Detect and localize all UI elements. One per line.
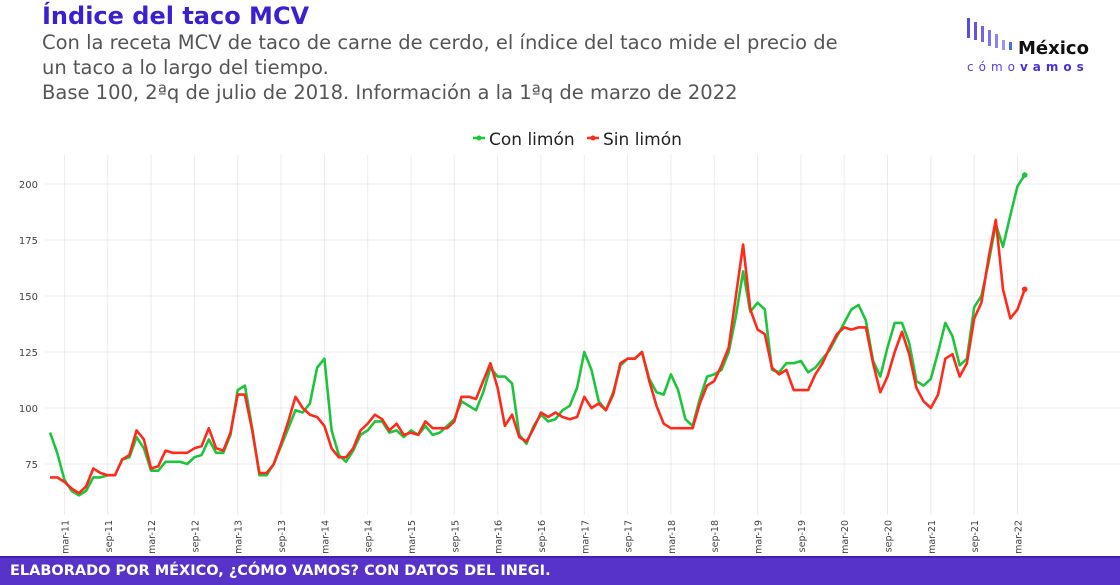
series-lines (48, 172, 1028, 497)
x-tick-label: sep-15 (450, 520, 461, 552)
x-tick-label: mar-22 (1013, 520, 1024, 554)
legend-label-sin-limon[interactable]: Sin limón (603, 130, 682, 150)
legend-label-con-limon[interactable]: Con limón (489, 130, 575, 150)
x-tick-label: mar-18 (667, 520, 678, 554)
x-tick-label: sep-21 (970, 520, 981, 552)
logo-bar-icon (995, 34, 998, 48)
logo-bar-icon (981, 26, 984, 42)
logo-bar-icon (1009, 42, 1012, 50)
logo-text-como: cómo (967, 60, 1020, 74)
logo-text-mexico: México (1018, 38, 1089, 59)
grid (44, 155, 1120, 515)
series-end-point[interactable] (1021, 286, 1028, 293)
x-tick-label: mar-17 (580, 520, 591, 554)
x-tick-label: sep-16 (537, 520, 548, 552)
logo-bar-icon (988, 30, 991, 46)
x-tick-label: sep-17 (624, 520, 635, 552)
y-tick-label: 125 (19, 348, 38, 359)
x-tick-label: mar-15 (407, 520, 418, 554)
y-tick-label: 200 (19, 180, 38, 191)
chart-title: Índice del taco MCV (42, 2, 310, 30)
x-tick-label: mar-20 (840, 520, 851, 554)
series-end-point[interactable] (1021, 172, 1028, 178)
y-tick-label: 175 (19, 236, 38, 247)
y-axis: 75 100 125 150 175 200 (19, 180, 38, 471)
x-tick-label: mar-19 (754, 520, 765, 554)
logo-bar-icon (1002, 40, 1005, 50)
x-axis: mar-11 sep-11 mar-12 sep-12 mar-13 sep-13 mar-… (60, 520, 1024, 554)
footer-credit: ELABORADO POR MÉXICO, ¿CÓMO VAMOS? CON D… (10, 563, 551, 579)
x-tick-label: sep-13 (277, 520, 288, 552)
x-tick-label: sep-14 (364, 520, 375, 552)
chart-subtitle-line1: Con la receta MCV de taco de carne de ce… (42, 31, 838, 54)
logo-bar-icon (967, 18, 970, 38)
x-tick-label: sep-20 (884, 520, 895, 552)
line-chart: 75 100 125 150 175 200 mar-11 sep-11 mar-12 sep-… (19, 130, 1120, 554)
chart-subtitle-line3: Base 100, 2ªq de julio de 2018. Informac… (42, 81, 738, 104)
legend: Con limón Sin limón (473, 130, 682, 150)
logo-text-vamos: vamos (1019, 60, 1089, 74)
x-tick-label: sep-11 (104, 520, 115, 552)
y-tick-label: 150 (19, 292, 38, 303)
x-tick-label: sep-19 (797, 520, 808, 552)
mexico-como-vamos-logo: México cómovamos (965, 16, 1105, 76)
x-tick-label: mar-21 (927, 520, 938, 554)
footer-banner: ELABORADO POR MÉXICO, ¿CÓMO VAMOS? CON D… (0, 556, 1120, 585)
legend-marker-con-limon (476, 135, 482, 141)
x-tick-label: mar-12 (147, 520, 158, 554)
x-tick-label: sep-12 (190, 520, 201, 552)
chart-subtitle-line2: un taco a lo largo del tiempo. (42, 56, 329, 79)
logo-bar-icon (974, 22, 977, 40)
series-line-sin-limon (50, 218, 1026, 495)
x-tick-label: mar-13 (234, 520, 245, 554)
logo-text-como-vamos: cómovamos (967, 60, 1089, 74)
x-tick-label: mar-16 (494, 520, 505, 554)
legend-marker-sin-limon (590, 135, 596, 141)
y-tick-label: 100 (19, 404, 38, 415)
y-tick-label: 75 (25, 460, 38, 471)
x-tick-label: mar-14 (320, 520, 331, 554)
x-tick-label: sep-18 (710, 520, 721, 552)
x-tick-label: mar-11 (60, 520, 71, 554)
